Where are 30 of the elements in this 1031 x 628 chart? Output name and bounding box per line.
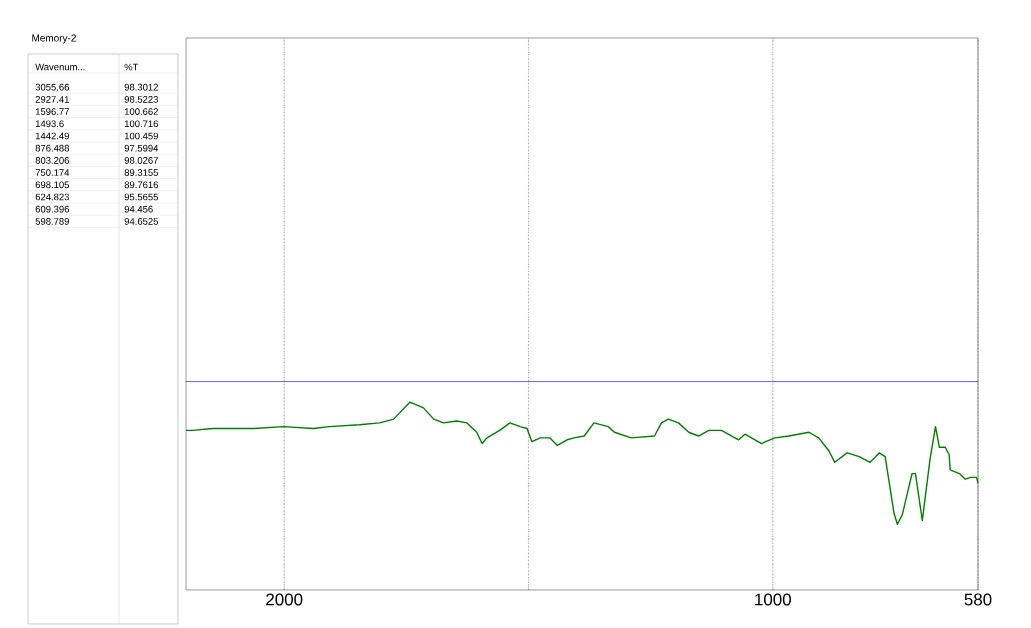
text: Wavenum... xyxy=(35,63,85,71)
text: 98.5223 xyxy=(124,96,158,103)
text: 876.488 xyxy=(35,144,70,152)
text: 100.459 xyxy=(124,132,158,140)
text: 98.3012 xyxy=(124,83,158,91)
text: 94.456 xyxy=(124,205,153,213)
text: 3055.66 xyxy=(35,83,69,91)
text: 98.0267 xyxy=(124,157,158,164)
text: 95.5655 xyxy=(124,193,159,201)
text: 1442.49 xyxy=(35,132,69,140)
text: 94.6525 xyxy=(124,218,159,225)
x-tick-label: 580 xyxy=(964,593,992,606)
text: 89.3155 xyxy=(124,169,159,176)
text: 750.174 xyxy=(35,169,70,176)
text: 598.789 xyxy=(35,218,69,225)
text: 1596.77 xyxy=(35,108,69,115)
text: 609.396 xyxy=(35,205,69,213)
text: 1493.6 xyxy=(35,120,64,128)
x-tick-label: 2000 xyxy=(266,593,303,606)
text: 89.7616 xyxy=(124,181,158,189)
text: 100.716 xyxy=(124,120,158,128)
text: 698.105 xyxy=(35,181,70,189)
text: 803.206 xyxy=(35,157,69,164)
text: 624.823 xyxy=(35,193,69,201)
text: 2927.41 xyxy=(35,96,69,103)
text: 97.5994 xyxy=(124,144,159,152)
text: Memory-2 xyxy=(32,34,76,44)
text: 100.662 xyxy=(124,108,158,115)
text: %T xyxy=(124,63,139,71)
x-tick-label: 1000 xyxy=(755,593,791,606)
